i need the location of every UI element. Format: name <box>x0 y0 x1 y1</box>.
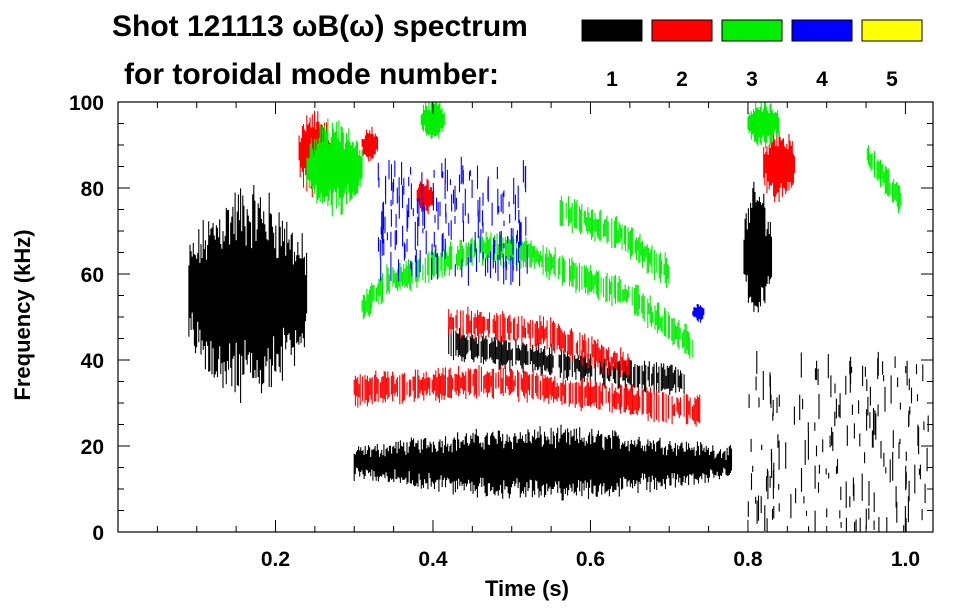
mode-3-strokes <box>361 231 693 359</box>
mode-3-strokes <box>747 102 780 149</box>
y-tick-label: 80 <box>81 178 104 201</box>
spectrogram-plot <box>188 102 929 532</box>
mode-3-strokes <box>866 145 902 214</box>
mode-3-feature <box>361 231 693 359</box>
y-axis-label: Frequency (kHz) <box>10 229 35 400</box>
mode-4-strokes <box>692 304 705 323</box>
chart-title: Shot 121113 ωB(ω) spectrum for toroidal … <box>112 10 528 91</box>
mode-1-feature <box>353 424 733 501</box>
mode-1-strokes <box>448 327 685 395</box>
legend-swatch-mode-2 <box>651 19 713 42</box>
chart-title-line2: for toroidal mode number: <box>124 58 499 91</box>
mode-3-feature <box>420 102 445 140</box>
mode-2-feature <box>353 365 701 427</box>
mode-3-strokes <box>420 102 445 140</box>
legend: 1 2 3 4 5 <box>581 19 923 91</box>
mode-3-feature <box>559 195 670 288</box>
x-tick-label: 0.2 <box>261 548 290 571</box>
mode-2-strokes <box>448 306 630 379</box>
mode-1-feature <box>448 327 685 395</box>
mode-2-feature <box>416 178 434 215</box>
legend-label-mode-3: 3 <box>746 68 758 91</box>
x-tick-label: 0.6 <box>576 548 605 571</box>
mode-1-strokes <box>743 181 773 313</box>
legend-label-mode-5: 5 <box>886 68 898 91</box>
mode-2-strokes <box>763 130 796 203</box>
legend-swatch-mode-5 <box>861 19 923 42</box>
mode-2-feature <box>763 130 796 203</box>
legend-label-mode-4: 4 <box>816 68 828 91</box>
mode-2-strokes <box>353 365 701 427</box>
mode-3-strokes <box>559 195 670 288</box>
mode-2-strokes <box>361 126 379 162</box>
mode-3-strokes <box>306 118 363 217</box>
mode-2-feature <box>448 306 630 379</box>
x-tick-label: 0.4 <box>418 548 448 571</box>
mode-3-feature <box>306 118 363 217</box>
mode-1-feature <box>747 351 929 532</box>
mode-1-feature <box>743 181 773 313</box>
chart-title-line1: Shot 121113 ωB(ω) spectrum <box>112 10 528 43</box>
legend-swatch-mode-1 <box>581 19 643 42</box>
x-tick-label: 0.8 <box>733 548 763 571</box>
mode-2-strokes <box>416 178 434 215</box>
mode-3-feature <box>866 145 902 214</box>
y-tick-label: 20 <box>81 436 104 459</box>
legend-swatch-mode-4 <box>791 19 853 42</box>
mode-1-strokes <box>353 424 733 501</box>
mode-1-strokes <box>188 185 308 403</box>
legend-label-mode-1: 1 <box>606 68 618 91</box>
y-tick-label: 0 <box>92 522 104 545</box>
legend-swatch-mode-3 <box>721 19 783 42</box>
y-tick-label: 60 <box>81 264 104 287</box>
mode-3-feature <box>747 102 780 149</box>
mode-1-feature <box>188 185 308 403</box>
mode-2-feature <box>361 126 379 162</box>
mode-4-feature <box>692 304 705 323</box>
x-tick-label: 1.0 <box>891 548 920 571</box>
mode-1-strokes <box>747 351 929 532</box>
y-tick-label: 100 <box>69 92 104 115</box>
legend-label-mode-2: 2 <box>676 68 688 91</box>
mode-4-strokes <box>377 156 528 287</box>
x-axis-label: Time (s) <box>485 576 569 601</box>
mode-4-feature <box>377 156 528 287</box>
y-tick-label: 40 <box>81 350 104 373</box>
plot-axes: 0.2 0.4 0.6 0.8 1.0 0 20 40 60 80 100 <box>69 92 934 571</box>
